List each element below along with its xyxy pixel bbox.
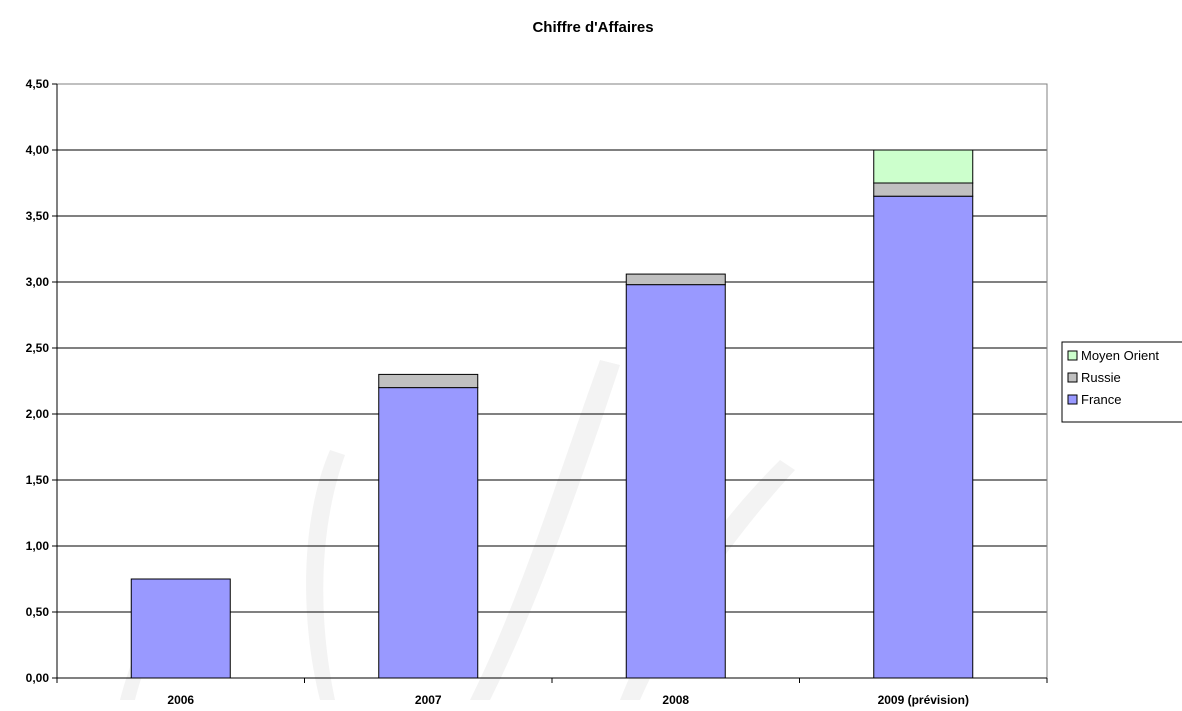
bar-segment-france bbox=[873, 195, 974, 679]
y-tick-label: 0,00 bbox=[26, 671, 50, 685]
legend-label: France bbox=[1081, 392, 1121, 407]
y-tick-label: 2,00 bbox=[26, 407, 50, 421]
legend-label: Moyen Orient bbox=[1081, 348, 1159, 363]
x-tick-label: 2007 bbox=[415, 693, 442, 707]
bar-segment-moyen-orient bbox=[873, 149, 974, 184]
x-tick-label: 2009 (prévision) bbox=[878, 693, 969, 707]
y-tick-label: 1,50 bbox=[26, 473, 50, 487]
bar-segment-russie bbox=[625, 273, 726, 286]
bar-segment-russie bbox=[873, 182, 974, 197]
y-tick-label: 2,50 bbox=[26, 341, 50, 355]
y-tick-label: 0,50 bbox=[26, 605, 50, 619]
legend: Moyen Orient Russie France bbox=[1061, 341, 1182, 423]
y-tick-label: 1,00 bbox=[26, 539, 50, 553]
bar-segment-france bbox=[378, 387, 479, 679]
legend-swatch bbox=[1067, 350, 1078, 361]
x-tick-label: 2006 bbox=[167, 693, 194, 707]
legend-swatch bbox=[1067, 372, 1078, 383]
x-axis: 2006 2007 2008 2009 (prévision) bbox=[56, 678, 1048, 707]
y-tick-label: 4,50 bbox=[26, 77, 50, 91]
y-tick-label: 4,00 bbox=[26, 143, 50, 157]
y-tick-label: 3,00 bbox=[26, 275, 50, 289]
bars bbox=[130, 149, 974, 679]
legend-label: Russie bbox=[1081, 370, 1121, 385]
legend-box bbox=[1061, 341, 1182, 423]
legend-swatch bbox=[1067, 394, 1078, 405]
y-tick-label: 3,50 bbox=[26, 209, 50, 223]
bar-segment-russie bbox=[378, 373, 479, 389]
y-axis: 0,00 0,50 1,00 1,50 2,00 2,50 3,00 3,50 4,00 4,50 bbox=[26, 77, 57, 685]
bar-segment-france bbox=[625, 284, 726, 679]
bar-segment-france bbox=[130, 578, 231, 679]
chart-title: Chiffre d'Affaires bbox=[532, 19, 653, 36]
x-tick-label: 2008 bbox=[662, 693, 689, 707]
